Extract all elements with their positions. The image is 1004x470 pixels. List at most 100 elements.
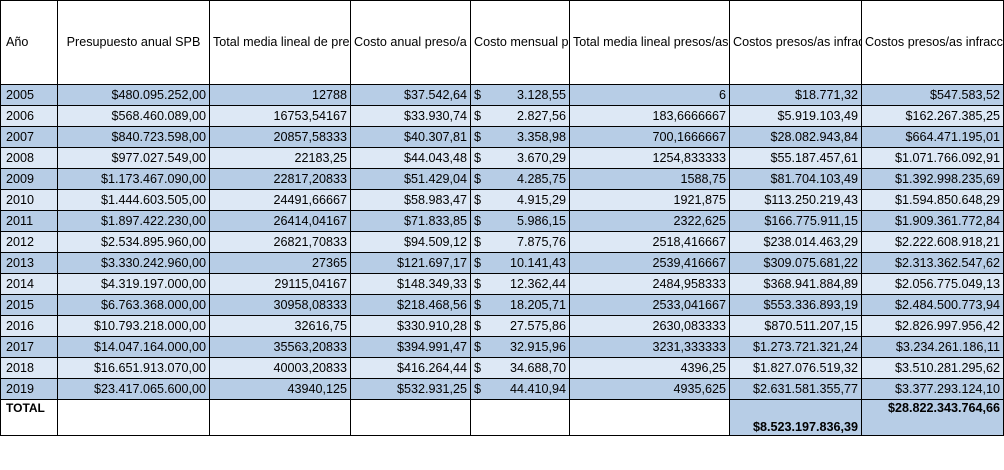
cell-annual-cost: $394.991,47 xyxy=(350,336,471,358)
currency-symbol: $ xyxy=(474,214,482,228)
table-row: 2019 $23.417.065.600,00 43940,125 $532.931,… xyxy=(0,378,1004,400)
header-cell-year: Año xyxy=(0,0,58,85)
cell-annual-cost: $416.264,44 xyxy=(350,357,471,379)
total-label: TOTAL xyxy=(0,399,58,436)
cell-monthly-cost: $4.285,75 xyxy=(470,168,570,190)
table-row: 2007 $840.723.598,00 20857,58333 $40.307,81… xyxy=(0,126,1004,148)
cell-costs-infraction: $870.511.207,15 xyxy=(729,315,862,337)
header-cell-total-prisoners: Total media lineal de presos/as SPB xyxy=(209,0,351,85)
cell-prisoners-infraction: 700,1666667 xyxy=(569,126,730,148)
table-row: 2013 $3.330.242.960,00 27365 $121.697,17 $10… xyxy=(0,252,1004,274)
cell-costs-infraction: $368.941.884,89 xyxy=(729,273,862,295)
cell-total-prisoners: 20857,58333 xyxy=(209,126,351,148)
monthly-cost-value: 7.875,76 xyxy=(516,235,566,249)
cell-annual-cost: $148.349,33 xyxy=(350,273,471,295)
cell-costs-inflation: $1.594.850.648,29 xyxy=(861,189,1004,211)
currency-symbol: $ xyxy=(474,256,482,270)
currency-symbol: $ xyxy=(474,130,482,144)
cell-prisoners-infraction: 1921,875 xyxy=(569,189,730,211)
total-empty-cell xyxy=(470,399,570,436)
cell-total-prisoners: 29115,04167 xyxy=(209,273,351,295)
cell-prisoners-infraction: 2518,416667 xyxy=(569,231,730,253)
cell-costs-infraction: $55.187.457,61 xyxy=(729,147,862,169)
monthly-cost-value: 34.688,70 xyxy=(509,361,566,375)
cell-annual-cost: $532.931,25 xyxy=(350,378,471,400)
header-cell-costs-inflation: Costos presos/as infracción ley 23.737 s… xyxy=(861,0,1004,85)
cell-year: 2009 xyxy=(0,168,58,190)
cell-budget: $23.417.065.600,00 xyxy=(57,378,210,400)
header-cell-budget: Presupuesto anual SPB xyxy=(57,0,210,85)
table-row: 2011 $1.897.422.230,00 26414,04167 $71.833,… xyxy=(0,210,1004,232)
table-row: 2010 $1.444.603.505,00 24491,66667 $58.983,… xyxy=(0,189,1004,211)
header-row: Año Presupuesto anual SPB Total media li… xyxy=(0,0,1004,85)
currency-symbol: $ xyxy=(474,151,482,165)
cell-total-prisoners: 26414,04167 xyxy=(209,210,351,232)
cell-budget: $1.444.603.505,00 xyxy=(57,189,210,211)
cell-total-prisoners: 26821,70833 xyxy=(209,231,351,253)
currency-symbol: $ xyxy=(474,298,482,312)
cell-prisoners-infraction: 2539,416667 xyxy=(569,252,730,274)
cell-monthly-cost: $4.915,29 xyxy=(470,189,570,211)
monthly-cost-value: 44.410,94 xyxy=(509,382,566,396)
currency-symbol: $ xyxy=(474,235,482,249)
total-costs-infraction: $8.523.197.836,39 xyxy=(729,399,862,436)
cell-year: 2006 xyxy=(0,105,58,127)
cell-costs-inflation: $1.392.998.235,69 xyxy=(861,168,1004,190)
cell-total-prisoners: 32616,75 xyxy=(209,315,351,337)
cell-costs-infraction: $18.771,32 xyxy=(729,84,862,106)
table-row: 2017 $14.047.164.000,00 35563,20833 $394.99… xyxy=(0,336,1004,358)
cell-costs-inflation: $547.583,52 xyxy=(861,84,1004,106)
monthly-cost-value: 10.141,43 xyxy=(509,256,566,270)
currency-symbol: $ xyxy=(474,88,482,102)
cell-budget: $1.897.422.230,00 xyxy=(57,210,210,232)
monthly-cost-value: 2.827,56 xyxy=(516,109,566,123)
currency-symbol: $ xyxy=(474,319,482,333)
cell-year: 2007 xyxy=(0,126,58,148)
cell-annual-cost: $71.833,85 xyxy=(350,210,471,232)
cell-costs-infraction: $2.631.581.355,77 xyxy=(729,378,862,400)
cell-prisoners-infraction: 2630,083333 xyxy=(569,315,730,337)
cell-monthly-cost: $32.915,96 xyxy=(470,336,570,358)
cell-annual-cost: $37.542,64 xyxy=(350,84,471,106)
cell-total-prisoners: 22183,25 xyxy=(209,147,351,169)
cell-annual-cost: $121.697,17 xyxy=(350,252,471,274)
cell-costs-infraction: $1.827.076.519,32 xyxy=(729,357,862,379)
table-row: 2016 $10.793.218.000,00 32616,75 $330.910,2… xyxy=(0,315,1004,337)
cell-annual-cost: $33.930,74 xyxy=(350,105,471,127)
cell-costs-inflation: $2.313.362.547,62 xyxy=(861,252,1004,274)
cell-costs-inflation: $162.267.385,25 xyxy=(861,105,1004,127)
cell-monthly-cost: $10.141,43 xyxy=(470,252,570,274)
table-row: 2009 $1.173.467.090,00 22817,20833 $51.429,… xyxy=(0,168,1004,190)
cell-costs-inflation: $1.071.766.092,91 xyxy=(861,147,1004,169)
cell-budget: $977.027.549,00 xyxy=(57,147,210,169)
cell-budget: $3.330.242.960,00 xyxy=(57,252,210,274)
cell-costs-inflation: $2.222.608.918,21 xyxy=(861,231,1004,253)
cell-total-prisoners: 12788 xyxy=(209,84,351,106)
cell-budget: $480.095.252,00 xyxy=(57,84,210,106)
cell-costs-infraction: $5.919.103,49 xyxy=(729,105,862,127)
cell-costs-infraction: $166.775.911,15 xyxy=(729,210,862,232)
cell-year: 2011 xyxy=(0,210,58,232)
table-body: 2005 $480.095.252,00 12788 $37.542,64 $3.128… xyxy=(0,84,1004,436)
cell-costs-inflation: $2.056.775.049,13 xyxy=(861,273,1004,295)
cell-monthly-cost: $5.986,15 xyxy=(470,210,570,232)
cell-prisoners-infraction: 1254,833333 xyxy=(569,147,730,169)
cell-costs-infraction: $113.250.219,43 xyxy=(729,189,862,211)
cell-annual-cost: $58.983,47 xyxy=(350,189,471,211)
currency-symbol: $ xyxy=(474,109,482,123)
cell-costs-inflation: $3.377.293.124,10 xyxy=(861,378,1004,400)
currency-symbol: $ xyxy=(474,277,482,291)
header-cell-monthly-cost: Costo mensual preso/a SPB xyxy=(470,0,570,85)
monthly-cost-value: 18.205,71 xyxy=(509,298,566,312)
cell-year: 2005 xyxy=(0,84,58,106)
cell-total-prisoners: 40003,20833 xyxy=(209,357,351,379)
header-cell-annual-cost: Costo anual preso/a SPB xyxy=(350,0,471,85)
cell-prisoners-infraction: 4935,625 xyxy=(569,378,730,400)
cell-annual-cost: $40.307,81 xyxy=(350,126,471,148)
cell-budget: $10.793.218.000,00 xyxy=(57,315,210,337)
table-row: 2012 $2.534.895.960,00 26821,70833 $94.509,… xyxy=(0,231,1004,253)
cell-year: 2013 xyxy=(0,252,58,274)
cell-total-prisoners: 30958,08333 xyxy=(209,294,351,316)
cell-costs-infraction: $238.014.463,29 xyxy=(729,231,862,253)
table-row: 2014 $4.319.197.000,00 29115,04167 $148.349… xyxy=(0,273,1004,295)
